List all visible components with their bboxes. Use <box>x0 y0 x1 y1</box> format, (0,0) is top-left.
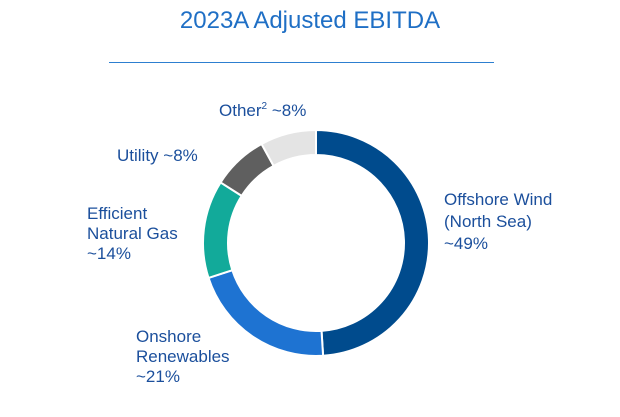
slice-label-efficient-natural-gas: Efficient Natural Gas ~14% <box>87 204 178 263</box>
label-line: ~14% <box>87 244 131 263</box>
label-percent: ~8% <box>267 101 306 120</box>
label-line: Natural Gas <box>87 224 178 243</box>
slice-label-onshore-renewables: Onshore Renewables ~21% <box>136 327 230 386</box>
label-line: Onshore <box>136 327 201 346</box>
slice-offshore-wind-north-sea <box>315 128 430 357</box>
slice-other <box>260 128 317 168</box>
slice-label-utility: Utility ~8% <box>117 146 198 165</box>
label-text: Other <box>219 101 262 120</box>
slice-efficient-natural-gas <box>202 181 244 280</box>
slice-onshore-renewables <box>207 268 325 357</box>
label-line: (North Sea) <box>444 212 532 231</box>
label-line: Efficient <box>87 204 147 223</box>
label-line: ~21% <box>136 367 180 386</box>
slice-label-other: Other2 ~8% <box>219 101 306 120</box>
chart-title: 2023A Adjusted EBITDA <box>179 7 441 34</box>
title-underline <box>109 62 494 63</box>
slice-label-offshore-wind-north-sea: Offshore Wind (North Sea) ~49% <box>444 190 552 253</box>
label-line: ~49% <box>444 234 488 253</box>
footnote-superscript: 2 <box>262 101 268 112</box>
label-line: Utility ~8% <box>117 146 198 165</box>
label-line: Offshore Wind <box>444 190 552 209</box>
label-line: Renewables <box>136 347 230 366</box>
